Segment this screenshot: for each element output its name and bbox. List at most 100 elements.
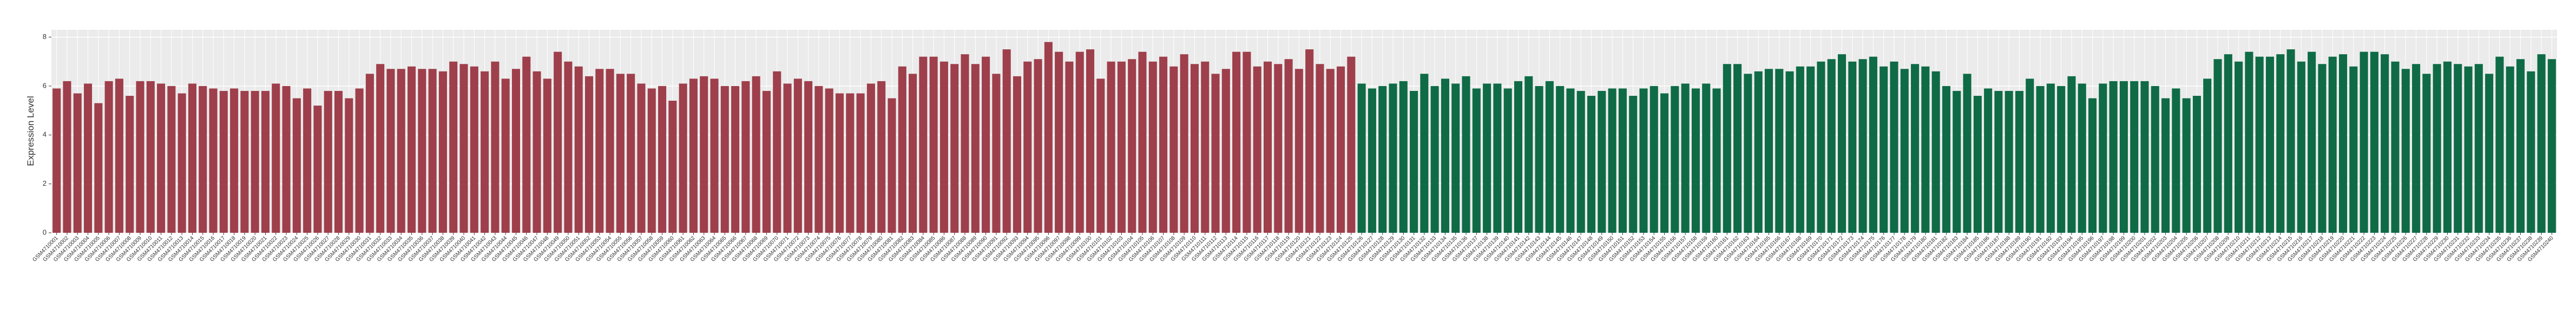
bar xyxy=(188,83,196,233)
bar xyxy=(533,71,541,233)
bar xyxy=(2516,59,2525,233)
bar xyxy=(1378,86,1387,233)
bar xyxy=(1243,51,1251,233)
y-tick-label: 6 xyxy=(43,81,47,89)
bar xyxy=(94,103,103,233)
bar xyxy=(2537,54,2546,233)
bar xyxy=(919,56,928,233)
bar xyxy=(1691,88,1700,233)
bar xyxy=(2255,56,2264,233)
bar xyxy=(2067,76,2076,233)
bar xyxy=(2130,81,2139,233)
bar xyxy=(1650,86,1658,233)
bar xyxy=(720,86,729,233)
bar xyxy=(1472,88,1481,233)
bar xyxy=(1712,88,1721,233)
bar xyxy=(1013,76,1022,233)
bar xyxy=(1399,81,1408,233)
bar xyxy=(324,90,332,233)
bar xyxy=(2005,90,2013,233)
bar xyxy=(1900,69,1909,233)
bar xyxy=(2203,78,2212,233)
plot-background xyxy=(51,30,2557,233)
bar xyxy=(1827,59,1836,233)
y-tick-label: 0 xyxy=(43,228,47,236)
bar xyxy=(1263,61,1272,233)
bar xyxy=(2547,59,2556,233)
bar xyxy=(199,86,207,233)
bar xyxy=(1764,69,1773,233)
bar xyxy=(2412,64,2421,233)
bar xyxy=(2099,83,2107,233)
bar xyxy=(397,69,405,233)
bar xyxy=(1316,64,1324,233)
bar xyxy=(1305,49,1314,233)
bar xyxy=(1963,74,1972,233)
bar xyxy=(1671,86,1679,233)
bar xyxy=(2078,83,2086,233)
bar xyxy=(1890,61,1898,233)
bar xyxy=(1921,66,1930,233)
bar xyxy=(1973,95,1982,233)
bar xyxy=(909,74,917,233)
bar xyxy=(230,88,239,233)
bar xyxy=(1138,51,1147,233)
bar xyxy=(1294,69,1303,233)
bar xyxy=(1420,74,1429,233)
bar xyxy=(63,81,71,233)
bar xyxy=(2464,66,2473,233)
bar xyxy=(511,69,521,233)
bar xyxy=(982,56,990,233)
bar xyxy=(1211,74,1220,233)
bar xyxy=(2391,61,2400,233)
bar xyxy=(616,74,625,233)
bar xyxy=(1357,83,1366,233)
bar xyxy=(856,93,865,233)
bar xyxy=(522,56,531,233)
bar xyxy=(1503,88,1512,233)
bar xyxy=(679,83,687,233)
bar xyxy=(1702,83,1711,233)
bar xyxy=(992,74,1001,233)
bar xyxy=(1994,90,2003,233)
bar xyxy=(1545,81,1554,233)
bar xyxy=(700,76,708,233)
bar xyxy=(2224,54,2232,233)
bar xyxy=(2318,64,2327,233)
bar xyxy=(804,81,813,233)
bar xyxy=(167,86,176,233)
bar xyxy=(261,90,270,233)
bar xyxy=(1462,76,1470,233)
bar xyxy=(793,78,802,233)
bar xyxy=(1002,49,1011,233)
bar xyxy=(2015,90,2024,233)
bar xyxy=(1796,66,1804,233)
bar xyxy=(1535,86,1543,233)
bar xyxy=(584,76,594,233)
bar xyxy=(115,78,123,233)
bar xyxy=(1159,56,1168,233)
bar xyxy=(1075,51,1084,233)
bar xyxy=(481,71,489,233)
bar xyxy=(219,90,228,233)
bar xyxy=(2140,81,2149,233)
bar xyxy=(2213,59,2222,233)
bar xyxy=(1587,95,1596,233)
bar xyxy=(1598,90,1606,233)
y-tick-label: 2 xyxy=(43,179,47,187)
bar xyxy=(2338,54,2348,233)
bar xyxy=(1451,83,1460,233)
bar xyxy=(2370,51,2378,233)
bar xyxy=(1608,88,1616,233)
bar xyxy=(2119,81,2128,233)
bar xyxy=(386,69,395,233)
bar xyxy=(554,51,562,233)
bar xyxy=(1858,59,1867,233)
bar xyxy=(1107,61,1115,233)
bar xyxy=(2433,64,2441,233)
bar xyxy=(1576,90,1585,233)
bar xyxy=(313,106,322,233)
bar xyxy=(2381,54,2389,233)
bar xyxy=(1681,83,1690,233)
